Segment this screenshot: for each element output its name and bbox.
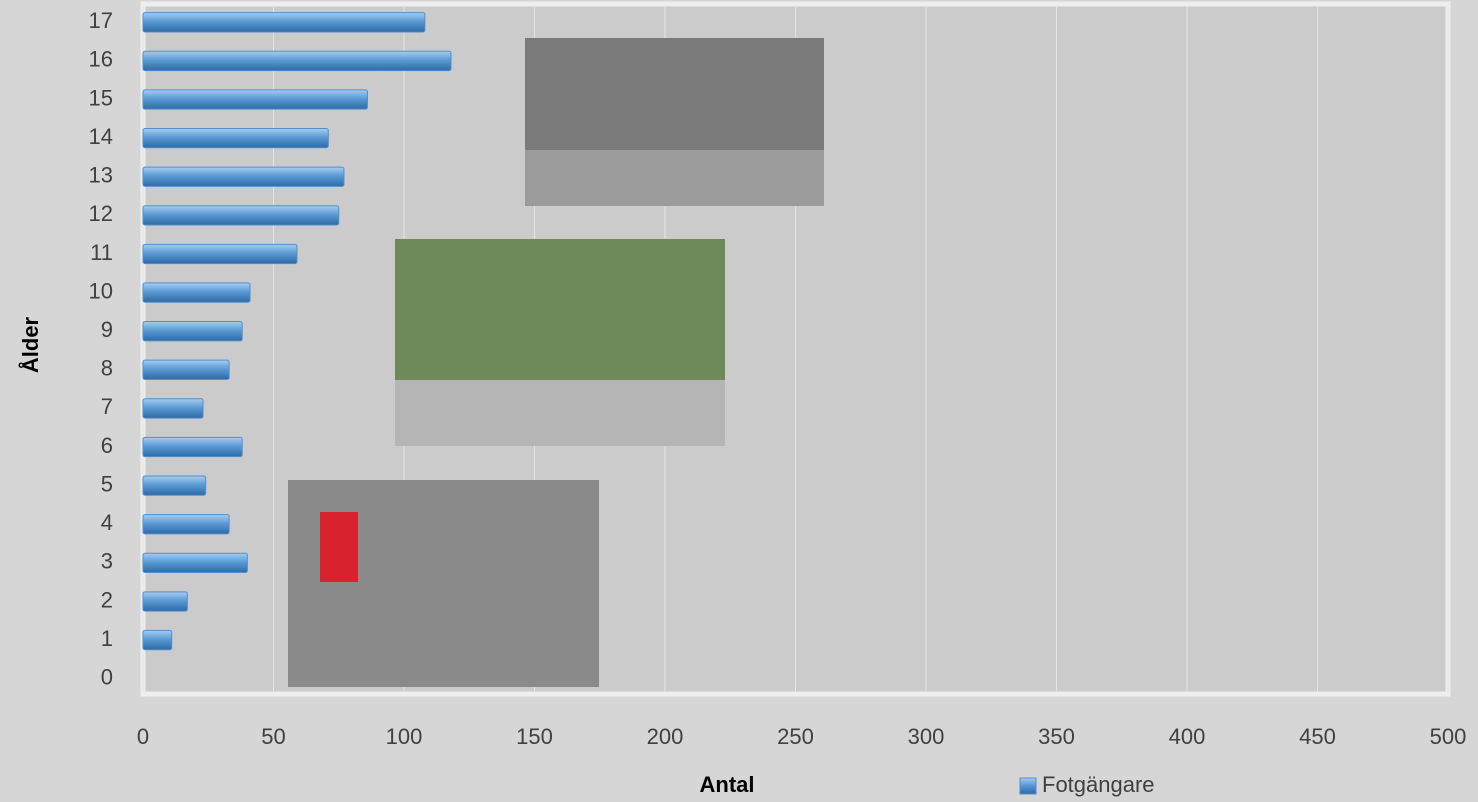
x-tick-label: 150 (516, 724, 553, 749)
bar (142, 359, 230, 380)
y-tick-label: 3 (101, 549, 113, 574)
y-tick-label: 0 (101, 665, 113, 690)
bar (142, 89, 368, 110)
y-axis-title: Ålder (17, 316, 43, 373)
bars (142, 12, 452, 651)
bar (142, 166, 345, 187)
y-tick-label: 7 (101, 394, 113, 419)
y-tick-label: 13 (89, 163, 113, 188)
bar (142, 514, 230, 535)
x-tick-label: 50 (261, 724, 285, 749)
photo (288, 480, 599, 687)
bar (142, 552, 248, 574)
y-tick-label: 12 (89, 201, 113, 226)
photo-detail (395, 380, 725, 446)
bar (142, 398, 204, 419)
y-tick-label: 10 (89, 278, 113, 303)
y-tick-label: 6 (101, 433, 113, 458)
x-tick-label: 350 (1038, 724, 1075, 749)
x-tick-label: 0 (137, 724, 149, 749)
legend-swatch (1019, 777, 1037, 795)
y-tick-label: 4 (101, 510, 113, 535)
bar (142, 475, 207, 496)
legend: Fotgängare (1019, 772, 1155, 797)
x-tick-label: 450 (1299, 724, 1336, 749)
x-tick-label: 200 (647, 724, 684, 749)
bar (142, 436, 243, 458)
y-tick-label: 16 (89, 47, 113, 72)
x-tick-label: 100 (386, 724, 423, 749)
bar (142, 12, 426, 33)
bar (142, 50, 452, 72)
photo-detail (320, 512, 358, 582)
y-tick-label: 9 (101, 317, 113, 342)
y-tick-label: 8 (101, 356, 113, 381)
y-tick-label: 5 (101, 471, 113, 496)
bar (142, 321, 243, 342)
y-tick-label: 15 (89, 85, 113, 110)
y-tick-label: 1 (101, 626, 113, 651)
y-tick-label: 2 (101, 587, 113, 612)
bar (142, 629, 173, 651)
x-axis-title: Antal (700, 772, 755, 797)
bar (142, 205, 340, 226)
x-tick-label: 500 (1430, 724, 1467, 749)
y-tick-label: 11 (90, 240, 113, 265)
legend-label: Fotgängare (1042, 772, 1155, 797)
bar (142, 243, 298, 265)
bar (142, 282, 251, 303)
y-tick-label: 14 (89, 124, 113, 149)
bar (142, 591, 188, 612)
bar (142, 127, 329, 149)
x-tick-label: 300 (908, 724, 945, 749)
photo-detail (525, 150, 824, 206)
y-tick-label: 17 (89, 8, 113, 33)
x-tick-label: 250 (777, 724, 814, 749)
x-tick-label: 400 (1169, 724, 1206, 749)
